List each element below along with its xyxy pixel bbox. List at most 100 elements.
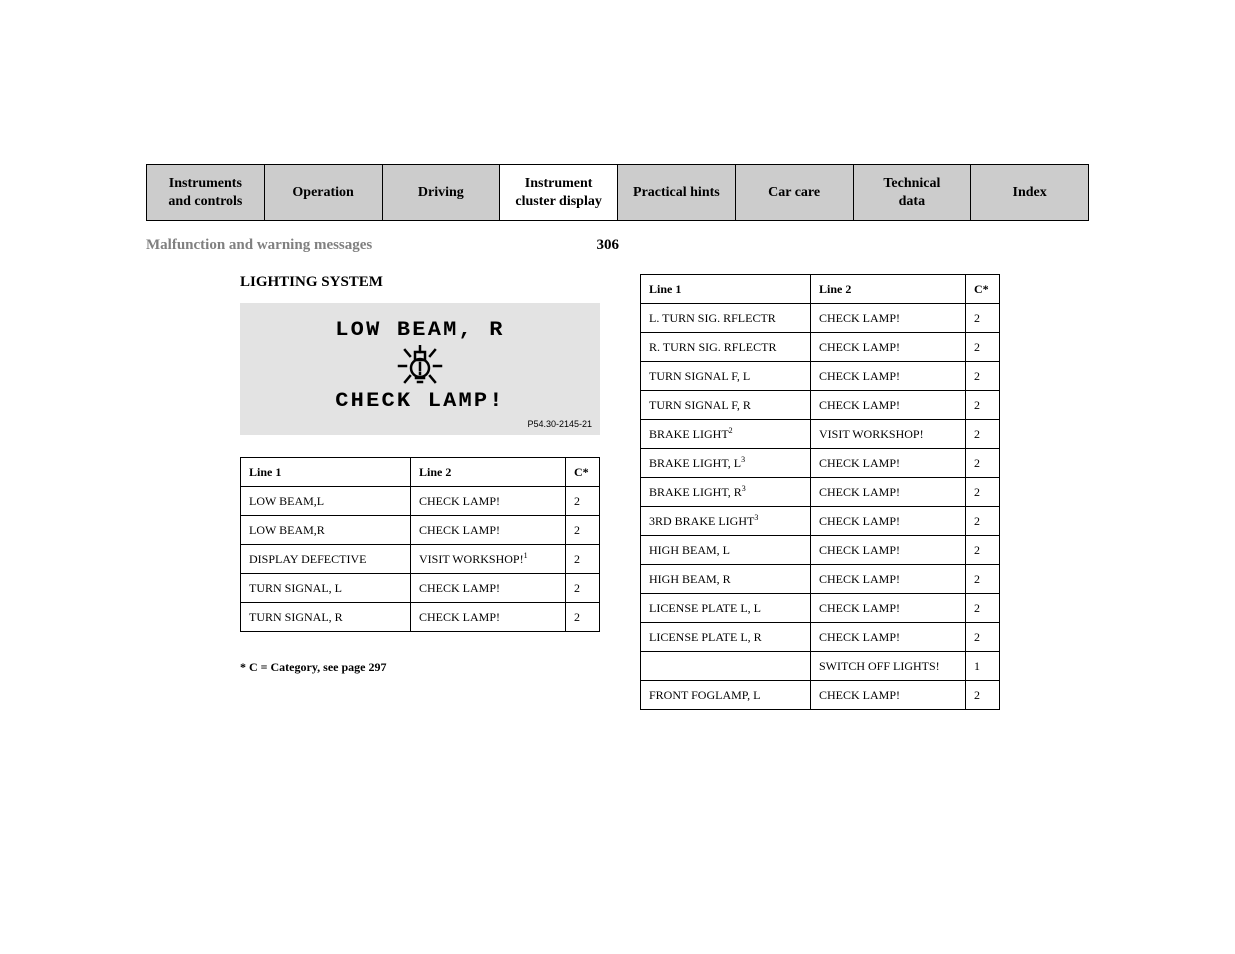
display-line-2: CHECK LAMP! (222, 390, 618, 413)
cell-line1: DISPLAY DEFECTIVE (241, 545, 411, 574)
table-row: BRAKE LIGHT2VISIT WORKSHOP!2 (641, 420, 1000, 449)
cell-line1: LICENSE PLATE L, R (641, 623, 811, 652)
cell-category: 2 (966, 623, 1000, 652)
cell-line2: CHECK LAMP! (811, 391, 966, 420)
table-header: Line 1 (641, 275, 811, 304)
cell-line1: LOW BEAM,R (241, 516, 411, 545)
nav-tabs: Instrumentsand controlsOperationDrivingI… (146, 164, 1089, 221)
cell-category: 1 (966, 652, 1000, 681)
table-row: TURN SIGNAL F, LCHECK LAMP!2 (641, 362, 1000, 391)
cell-line2: CHECK LAMP! (811, 681, 966, 710)
cell-line1: 3RD BRAKE LIGHT3 (641, 507, 811, 536)
cell-line2: CHECK LAMP! (811, 507, 966, 536)
table-row: LOW BEAM,RCHECK LAMP!2 (241, 516, 600, 545)
cell-category: 2 (566, 603, 600, 632)
table-row: LICENSE PLATE L, LCHECK LAMP!2 (641, 594, 1000, 623)
table-header: Line 2 (411, 458, 566, 487)
left-message-table: Line 1Line 2C* LOW BEAM,LCHECK LAMP!2LOW… (240, 457, 600, 632)
tab-0[interactable]: Instrumentsand controls (146, 164, 264, 221)
tab-1[interactable]: Operation (264, 164, 382, 221)
tab-2[interactable]: Driving (382, 164, 500, 221)
cell-line2: CHECK LAMP! (811, 449, 966, 478)
tab-4[interactable]: Practical hints (617, 164, 735, 221)
table-row: R. TURN SIG. RFLECTRCHECK LAMP!2 (641, 333, 1000, 362)
right-column: Line 1Line 2C* L. TURN SIG. RFLECTRCHECK… (640, 274, 1000, 710)
cell-line1: LOW BEAM,L (241, 487, 411, 516)
cell-line1: TURN SIGNAL, L (241, 574, 411, 603)
cell-category: 2 (566, 574, 600, 603)
cell-line2: CHECK LAMP! (411, 516, 566, 545)
table-row: TURN SIGNAL, RCHECK LAMP!2 (241, 603, 600, 632)
cell-category: 2 (966, 594, 1000, 623)
cell-line1: BRAKE LIGHT2 (641, 420, 811, 449)
cell-line2: CHECK LAMP! (811, 333, 966, 362)
tab-7[interactable]: Index (970, 164, 1088, 221)
cell-category: 2 (966, 478, 1000, 507)
cell-line2: VISIT WORKSHOP!1 (411, 545, 566, 574)
cell-line2: CHECK LAMP! (411, 603, 566, 632)
cell-category: 2 (566, 487, 600, 516)
cell-line2: CHECK LAMP! (411, 574, 566, 603)
table-row: HIGH BEAM, RCHECK LAMP!2 (641, 565, 1000, 594)
cell-line1: TURN SIGNAL, R (241, 603, 411, 632)
tab-3[interactable]: Instrumentcluster display (499, 164, 617, 221)
cell-line1: R. TURN SIG. RFLECTR (641, 333, 811, 362)
cell-line2: CHECK LAMP! (811, 623, 966, 652)
table-row: SWITCH OFF LIGHTS!1 (641, 652, 1000, 681)
tab-6[interactable]: Technicaldata (853, 164, 971, 221)
cell-line2: CHECK LAMP! (811, 536, 966, 565)
cell-category: 2 (966, 420, 1000, 449)
cell-line1 (641, 652, 811, 681)
cell-category: 2 (966, 304, 1000, 333)
table-row: TURN SIGNAL F, RCHECK LAMP!2 (641, 391, 1000, 420)
table-row: DISPLAY DEFECTIVEVISIT WORKSHOP!12 (241, 545, 600, 574)
cell-line1: LICENSE PLATE L, L (641, 594, 811, 623)
cell-line1: TURN SIGNAL F, L (641, 362, 811, 391)
cell-category: 2 (966, 362, 1000, 391)
cell-line1: BRAKE LIGHT, R3 (641, 478, 811, 507)
cell-line2: CHECK LAMP! (811, 594, 966, 623)
cell-category: 2 (566, 545, 600, 574)
table-header: C* (966, 275, 1000, 304)
cell-line1: HIGH BEAM, L (641, 536, 811, 565)
cell-line1: BRAKE LIGHT, L3 (641, 449, 811, 478)
table-header: Line 1 (241, 458, 411, 487)
cell-line2: CHECK LAMP! (811, 478, 966, 507)
cell-line2: CHECK LAMP! (411, 487, 566, 516)
cell-line1: L. TURN SIG. RFLECTR (641, 304, 811, 333)
footnote: * C = Category, see page 297 (240, 660, 600, 675)
cell-line2: CHECK LAMP! (811, 565, 966, 594)
cell-category: 2 (966, 507, 1000, 536)
cluster-display-box: LOW BEAM, R (240, 303, 600, 435)
table-row: BRAKE LIGHT, R3CHECK LAMP!2 (641, 478, 1000, 507)
cell-line1: TURN SIGNAL F, R (641, 391, 811, 420)
table-row: FRONT FOGLAMP, LCHECK LAMP!2 (641, 681, 1000, 710)
cell-category: 2 (966, 681, 1000, 710)
breadcrumb: Malfunction and warning messages (146, 237, 372, 254)
table-header: C* (566, 458, 600, 487)
cell-line2: VISIT WORKSHOP! (811, 420, 966, 449)
cell-category: 2 (566, 516, 600, 545)
cell-category: 2 (966, 449, 1000, 478)
table-row: LICENSE PLATE L, RCHECK LAMP!2 (641, 623, 1000, 652)
table-row: TURN SIGNAL, LCHECK LAMP!2 (241, 574, 600, 603)
table-row: BRAKE LIGHT, L3CHECK LAMP!2 (641, 449, 1000, 478)
left-column: LIGHTING SYSTEM LOW BEAM, R (240, 274, 600, 710)
lamp-icon (397, 345, 443, 392)
subheader: Malfunction and warning messages 306 (146, 237, 1089, 254)
cell-line2: SWITCH OFF LIGHTS! (811, 652, 966, 681)
cell-category: 2 (966, 565, 1000, 594)
cell-category: 2 (966, 333, 1000, 362)
section-title: LIGHTING SYSTEM (240, 274, 600, 291)
table-row: 3RD BRAKE LIGHT3CHECK LAMP!2 (641, 507, 1000, 536)
table-header: Line 2 (811, 275, 966, 304)
cell-line2: CHECK LAMP! (811, 304, 966, 333)
cell-line2: CHECK LAMP! (811, 362, 966, 391)
table-row: LOW BEAM,LCHECK LAMP!2 (241, 487, 600, 516)
table-row: HIGH BEAM, LCHECK LAMP!2 (641, 536, 1000, 565)
cell-line1: HIGH BEAM, R (641, 565, 811, 594)
tab-5[interactable]: Car care (735, 164, 853, 221)
cell-category: 2 (966, 391, 1000, 420)
page-number: 306 (597, 237, 620, 254)
right-message-table: Line 1Line 2C* L. TURN SIG. RFLECTRCHECK… (640, 274, 1000, 710)
